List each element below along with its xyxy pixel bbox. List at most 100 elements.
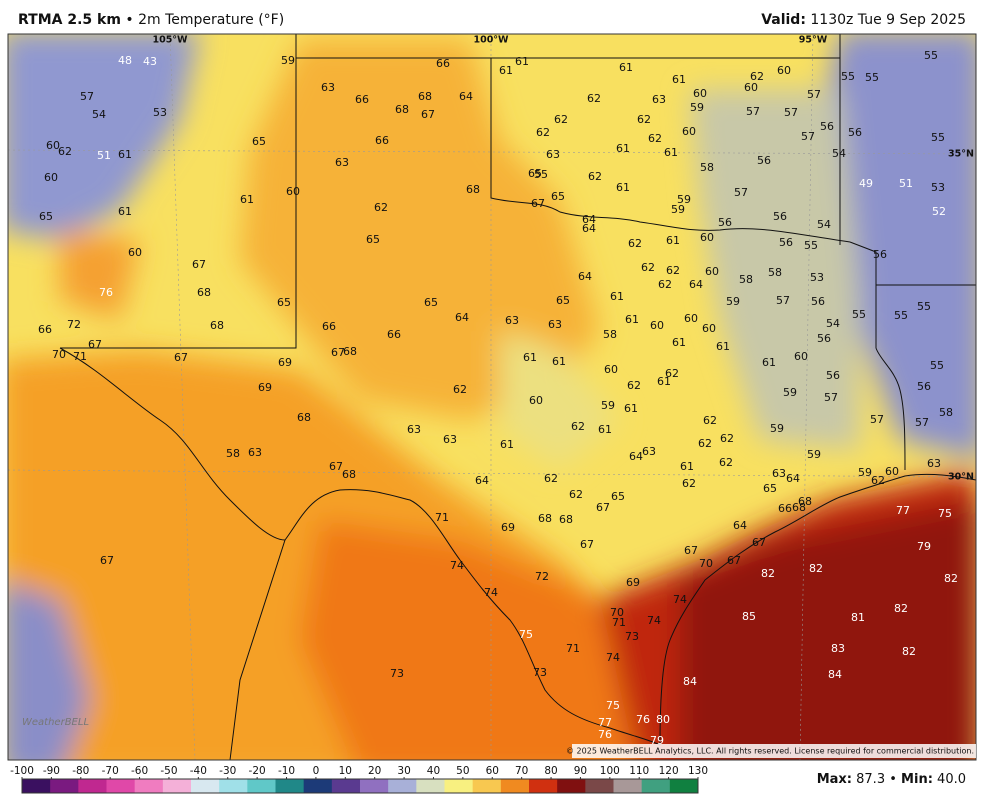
station-temp: 59	[671, 203, 685, 216]
station-temp: 65	[763, 482, 777, 495]
station-temp: 63	[642, 445, 656, 458]
station-temp: 70	[52, 348, 66, 361]
station-temp: 65	[551, 190, 565, 203]
station-temp: 59	[601, 399, 615, 412]
station-temp: 65	[277, 296, 291, 309]
colorbar-swatch	[275, 779, 305, 793]
colorbar-tick-label: -80	[72, 765, 89, 777]
station-temp: 60	[777, 64, 791, 77]
station-temp: 62	[641, 261, 655, 274]
map-field	[8, 34, 976, 760]
station-temp: 61	[499, 64, 513, 77]
station-temp: 53	[810, 271, 824, 284]
colorbar-swatch	[444, 779, 474, 793]
colorbar-swatch	[585, 779, 614, 793]
header-separator: •	[125, 12, 133, 28]
colorbar-tick-label: -40	[190, 765, 207, 777]
colorbar-swatch	[22, 779, 51, 793]
station-temp: 64	[629, 450, 643, 463]
colorbar-tick-label: 50	[456, 765, 469, 777]
station-temp: 62	[588, 170, 602, 183]
colorbar-tick-label: -30	[219, 765, 236, 777]
station-temp: 63	[248, 446, 262, 459]
station-temp: 67	[331, 346, 345, 359]
station-temp: 64	[582, 213, 596, 226]
colorbar-swatch	[162, 779, 192, 793]
station-temp: 62	[658, 278, 672, 291]
station-temp: 66	[436, 57, 450, 70]
station-temp: 62	[628, 237, 642, 250]
station-temp: 62	[536, 126, 550, 139]
station-temp: 55	[930, 359, 944, 372]
station-temp: 67	[329, 460, 343, 473]
stats-separator: •	[889, 772, 897, 787]
station-temp: 60	[650, 319, 664, 332]
station-temp: 62	[374, 201, 388, 214]
colorbar-tick-label: 30	[397, 765, 410, 777]
station-temp: 60	[744, 81, 758, 94]
station-temp: 77	[896, 504, 910, 517]
map-frame	[7, 33, 977, 761]
colorbar-frame	[21, 778, 699, 794]
station-temp: 64	[459, 90, 473, 103]
station-temp: 66	[38, 323, 52, 336]
station-temp: 63	[443, 433, 457, 446]
station-temp: 59	[690, 101, 704, 114]
station-temp: 74	[450, 559, 464, 572]
station-temp: 62	[587, 92, 601, 105]
station-temp: 61	[625, 313, 639, 326]
colorbar-swatch	[557, 779, 586, 793]
station-temp: 68	[395, 103, 409, 116]
colorbar-tick-label: 70	[515, 765, 528, 777]
colorbar-swatch	[50, 779, 79, 793]
station-temp: 62	[665, 367, 679, 380]
station-temp: 64	[578, 270, 592, 283]
station-temp: 63	[652, 93, 666, 106]
station-temp: 61	[515, 55, 529, 68]
header-title: RTMA 2.5 km	[18, 12, 121, 28]
station-temp: 60	[684, 312, 698, 325]
station-temp: 57	[734, 186, 748, 199]
station-temp: 68	[418, 90, 432, 103]
station-temp: 71	[612, 616, 626, 629]
station-temp: 59	[858, 466, 872, 479]
station-temp: 60	[529, 394, 543, 407]
station-temp: 62	[544, 472, 558, 485]
station-temp: 65	[528, 167, 542, 180]
station-temp: 55	[852, 308, 866, 321]
station-temp: 84	[828, 668, 842, 681]
station-temp: 75	[606, 699, 620, 712]
station-temp: 68	[798, 495, 812, 508]
colorbar-swatch	[416, 779, 445, 793]
station-temp: 84	[683, 675, 697, 688]
station-temp: 73	[625, 630, 639, 643]
station-temp: 67	[596, 501, 610, 514]
colorbar-swatch	[472, 779, 502, 793]
colorbar-swatch	[360, 779, 389, 793]
station-temp: 60	[700, 231, 714, 244]
lat-label: 30°N	[948, 472, 974, 483]
station-temp: 61	[716, 340, 730, 353]
station-temp: 60	[693, 87, 707, 100]
station-temp: 62	[58, 145, 72, 158]
station-temp: 64	[786, 472, 800, 485]
colorbar-tick-label: -10	[278, 765, 295, 777]
station-temp: 71	[435, 511, 449, 524]
station-temp: 67	[531, 197, 545, 210]
station-temp: 57	[824, 391, 838, 404]
station-temp: 62	[571, 420, 585, 433]
station-temp: 51	[97, 149, 111, 162]
station-temp: 69	[626, 576, 640, 589]
station-temp: 83	[831, 642, 845, 655]
colorbar-swatch	[219, 779, 248, 793]
station-temp: 61	[552, 355, 566, 368]
station-temp: 74	[606, 651, 620, 664]
station-temp: 64	[689, 278, 703, 291]
station-temp: 79	[650, 734, 664, 747]
station-temp: 62	[637, 113, 651, 126]
station-temp: 55	[841, 70, 855, 83]
valid-time: 1130z Tue 9 Sep 2025	[810, 12, 966, 28]
station-temp: 62	[648, 132, 662, 145]
station-temp: 60	[604, 363, 618, 376]
